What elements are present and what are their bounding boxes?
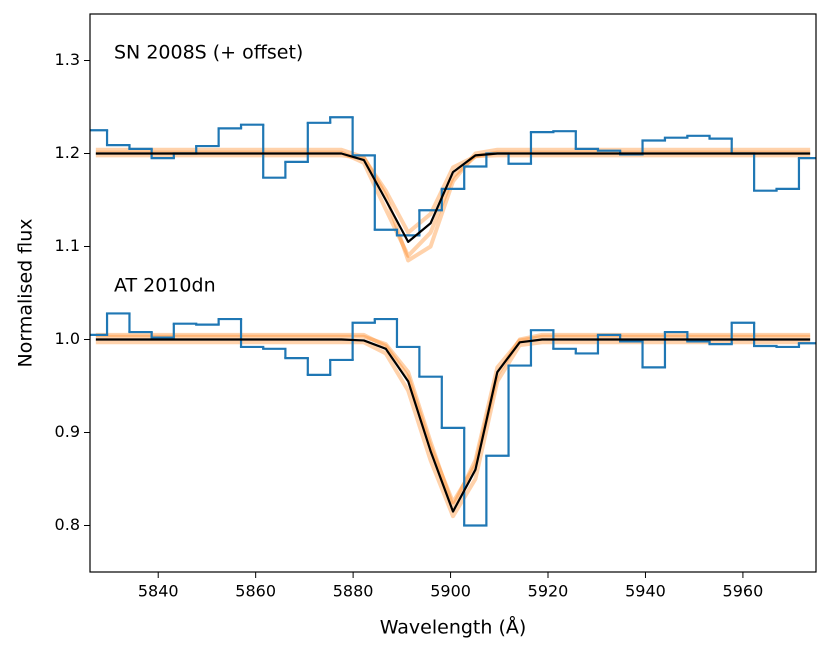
x-axis-label: Wavelength (Å)	[380, 616, 527, 639]
y-tick-label: 1.3	[55, 50, 80, 69]
annotation: SN 2008S (+ offset)	[114, 42, 303, 64]
sample-line	[95, 334, 811, 509]
x-tick-label: 5960	[723, 582, 764, 601]
axes-frame	[89, 13, 817, 573]
best-fit-line	[95, 338, 811, 513]
x-tick-label: 5840	[138, 582, 179, 601]
step-riser	[105, 313, 801, 526]
best-fit-line	[95, 152, 811, 243]
x-tick-label: 5880	[333, 582, 374, 601]
x-tick-label: 5860	[235, 582, 276, 601]
annotation: AT 2010dn	[114, 275, 216, 297]
y-tick-label: 0.8	[55, 515, 80, 534]
y-tick-label: 1.0	[55, 329, 80, 348]
step-riser	[105, 117, 801, 236]
sample-line	[95, 147, 811, 263]
plot-area	[90, 116, 816, 527]
y-tick-label: 0.9	[55, 422, 80, 441]
x-tick-label: 5940	[625, 582, 666, 601]
x-tick-label: 5920	[528, 582, 569, 601]
sample-line	[95, 153, 811, 235]
y-axis-label: Normalised flux	[15, 219, 37, 368]
sample-line	[95, 340, 811, 519]
y-tick-label: 1.1	[55, 236, 80, 255]
sample-line	[95, 332, 811, 505]
x-tick-label: 5900	[430, 582, 471, 601]
y-tick-label: 1.2	[55, 143, 80, 162]
